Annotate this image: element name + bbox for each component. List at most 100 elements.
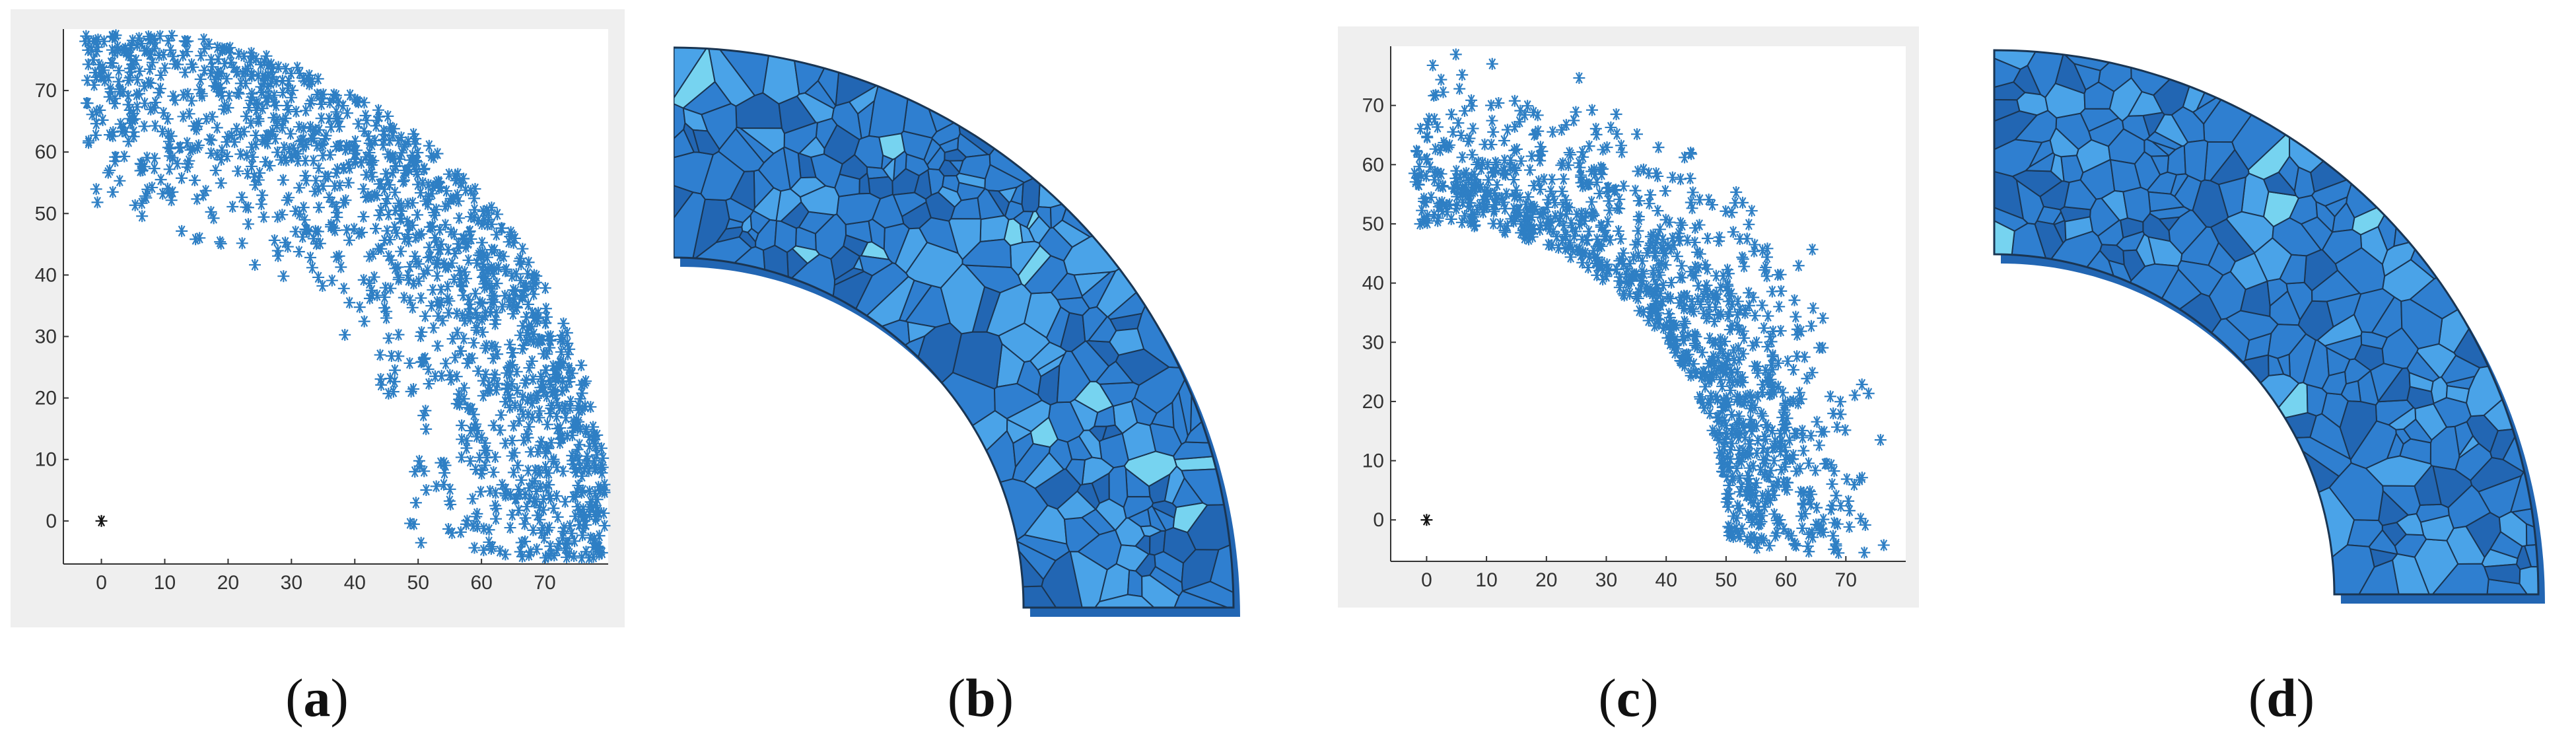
y-tick-label: 30 (1362, 332, 1384, 353)
scatter-point (378, 291, 391, 304)
scatter-point (174, 141, 187, 153)
scatter-point (255, 86, 267, 98)
scatter-point (143, 63, 156, 75)
scatter-point (300, 174, 312, 187)
scatter-point (394, 153, 406, 166)
scatter-point (427, 322, 440, 334)
scatter-point (363, 137, 376, 149)
scatter-point (450, 307, 463, 320)
mesh-cell (674, 541, 1045, 600)
x-tick-label: 10 (1475, 569, 1497, 591)
scatter-point (407, 383, 420, 396)
x-tick-label: 70 (1835, 569, 1857, 591)
scatter-point (446, 333, 459, 345)
scatter-point (195, 50, 207, 62)
scatter-point (188, 174, 201, 186)
scatter-point (522, 256, 535, 269)
caption-close-c: ) (1640, 668, 1659, 728)
scatter-point (431, 339, 444, 352)
mesh-cell (2523, 542, 2538, 569)
scatter-point (181, 46, 193, 58)
mesh-cell (989, 48, 1197, 184)
caption-letter-a: a (303, 668, 331, 728)
scatter-point (466, 493, 479, 505)
mesh-cell (2183, 139, 2209, 182)
x-tick-label: 0 (1421, 569, 1432, 591)
voronoi-mesh-d (1993, 49, 2545, 604)
scatter-point (527, 524, 540, 536)
scatter-point (312, 271, 325, 283)
scatter-point (507, 466, 520, 479)
scatter-points (79, 29, 611, 564)
scatter-point (221, 150, 234, 162)
scatter-point (267, 112, 280, 124)
y-tick-label: 60 (1362, 154, 1384, 176)
scatter-point (284, 127, 296, 140)
scatter-point (395, 245, 407, 258)
mesh-cell (769, 319, 911, 438)
scatter-point (236, 191, 248, 203)
mesh-cell (2244, 411, 2317, 439)
mesh-cell (979, 215, 1010, 243)
scatter-point (366, 170, 378, 183)
mesh-cell (748, 253, 836, 466)
scatter-point (114, 174, 126, 187)
scatter-point (413, 275, 425, 287)
scatter-point (536, 527, 548, 540)
scatter-point (448, 228, 460, 240)
scatter-point (252, 112, 265, 125)
scatter-point (441, 280, 454, 293)
mesh-cell (772, 478, 1049, 557)
scatter-point (183, 108, 195, 120)
scatter-point (389, 186, 401, 199)
mesh-cell (674, 585, 1078, 608)
caption-open-d: ( (2248, 668, 2267, 728)
scatter-point (503, 299, 516, 311)
x-tick-label: 20 (1535, 569, 1557, 591)
scatter-point (464, 455, 477, 468)
scatter-point (454, 345, 467, 357)
mesh-cell (957, 48, 1104, 156)
scatter-point (378, 128, 390, 141)
mesh-cell (1037, 48, 1204, 209)
scatter-point (506, 509, 518, 521)
x-tick-label: 0 (96, 572, 107, 594)
mesh-cell (674, 191, 706, 355)
caption-open-b: ( (947, 668, 966, 728)
scatter-point (528, 269, 540, 281)
scatter-point (422, 363, 435, 376)
scatter-point (470, 324, 483, 336)
scatter-point (382, 332, 395, 345)
scatter-point (523, 421, 536, 433)
mesh-cell (2346, 50, 2518, 219)
scatter-point (403, 154, 416, 166)
scatter-point (293, 121, 305, 133)
scatter-point (175, 172, 188, 184)
scatter-point (442, 306, 455, 319)
scatter-point (324, 149, 337, 161)
y-tick-label: 20 (1362, 391, 1384, 413)
scatter-point (473, 451, 486, 464)
scatter-point (277, 87, 289, 99)
scatter-point (440, 357, 452, 370)
scatter-point (460, 435, 473, 447)
scatter-point (392, 273, 405, 286)
y-tick-label: 70 (35, 80, 57, 102)
caption-open-c: ( (1598, 668, 1617, 728)
y-tick-label: 40 (35, 264, 57, 286)
scatter-point (403, 294, 416, 306)
scatter-point (507, 419, 520, 432)
scatter-point (158, 62, 171, 75)
scatter-point (533, 411, 545, 424)
y-tick-label: 30 (35, 326, 57, 348)
scatter-point (384, 233, 396, 246)
scatter-point (430, 480, 442, 493)
caption-close-a: ) (330, 668, 349, 728)
scatter-point (411, 209, 424, 221)
mesh-cell (2410, 95, 2538, 280)
caption-a: (a) (251, 667, 383, 729)
mesh-cell (2110, 354, 2270, 497)
y-tick-label: 50 (1362, 213, 1384, 235)
scatter-point (407, 127, 420, 140)
scatter-point (368, 271, 380, 283)
